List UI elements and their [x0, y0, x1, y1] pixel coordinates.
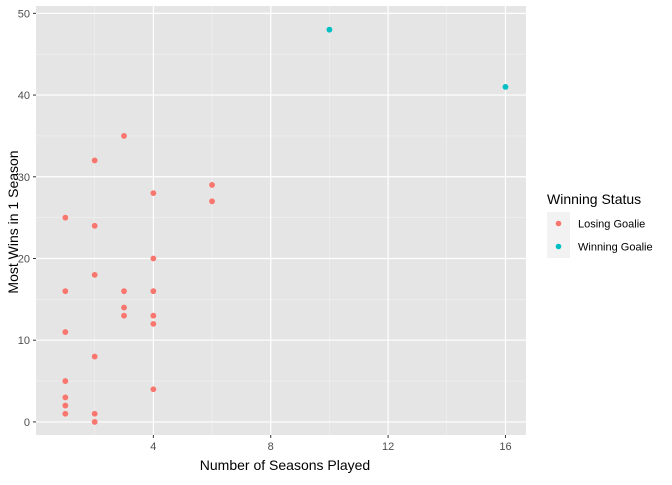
minor-gridlines	[36, 6, 526, 435]
y-axis: 0 10 20 30 40 50	[18, 8, 36, 429]
x-tick-label: 16	[499, 441, 511, 453]
y-tick-label: 50	[18, 8, 30, 20]
plot-panel	[36, 6, 526, 435]
point-losing-goalie	[62, 394, 69, 401]
x-tick-label: 4	[150, 441, 156, 453]
x-tick-label: 12	[382, 441, 394, 453]
point-losing-goalie	[62, 214, 69, 221]
y-tick-label: 0	[24, 417, 30, 429]
y-axis-label: Most Wins in 1 Season	[5, 150, 21, 293]
legend-label-winning: Winning Goalie	[578, 242, 653, 254]
legend-item-winning: Winning Goalie	[547, 235, 653, 258]
legend-label-losing: Losing Goalie	[578, 219, 645, 231]
point-winning-goalie	[326, 26, 333, 33]
y-tick-label: 20	[18, 253, 30, 265]
y-tick-label: 10	[18, 335, 30, 347]
legend-dot-losing	[555, 220, 562, 227]
point-losing-goalie	[62, 410, 69, 417]
point-losing-goalie	[150, 288, 157, 295]
point-losing-goalie	[150, 312, 157, 319]
point-losing-goalie	[121, 288, 127, 295]
point-losing-goalie	[121, 133, 127, 139]
point-losing-goalie	[91, 419, 98, 425]
point-losing-goalie	[121, 304, 127, 311]
x-tick-label: 8	[268, 441, 274, 453]
data-points	[62, 26, 509, 425]
point-losing-goalie	[91, 353, 98, 360]
point-losing-goalie	[62, 288, 69, 295]
point-losing-goalie	[62, 402, 69, 409]
point-losing-goalie	[91, 157, 98, 164]
y-tick-label: 40	[18, 90, 30, 102]
point-losing-goalie	[209, 198, 215, 205]
point-losing-goalie	[150, 320, 157, 327]
point-losing-goalie	[62, 329, 69, 335]
y-tick-label: 30	[18, 172, 30, 184]
major-gridlines	[36, 6, 526, 435]
point-losing-goalie	[91, 410, 98, 417]
point-losing-goalie	[91, 271, 98, 278]
legend-item-losing: Losing Goalie	[547, 212, 645, 235]
point-losing-goalie	[150, 190, 157, 197]
x-axis-label: Number of Seasons Played	[200, 457, 370, 473]
point-losing-goalie	[150, 386, 157, 393]
point-losing-goalie	[121, 312, 127, 319]
point-losing-goalie	[91, 222, 98, 229]
legend: Winning Status Losing Goalie Winning Goa…	[547, 191, 653, 258]
point-losing-goalie	[150, 255, 157, 262]
point-losing-goalie	[209, 182, 215, 188]
x-axis: 4 8 12 16	[150, 435, 512, 453]
legend-title: Winning Status	[547, 191, 641, 207]
point-winning-goalie	[502, 83, 509, 90]
legend-dot-winning	[555, 243, 562, 250]
point-losing-goalie	[62, 378, 69, 384]
